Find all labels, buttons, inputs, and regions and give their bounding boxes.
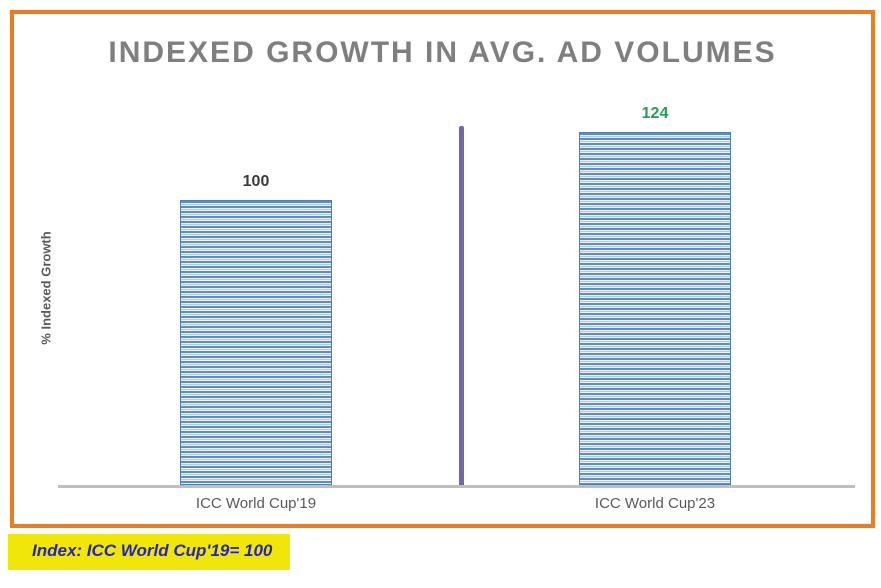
index-note: Index: ICC World Cup'19= 100 <box>8 534 291 570</box>
index-note-text: Index: ICC World Cup'19= 100 <box>32 541 273 560</box>
bar-value-label: 100 <box>242 173 270 190</box>
chart-frame: INDEXED GROWTH IN AVG. AD VOLUMES % Inde… <box>10 10 875 528</box>
bar <box>180 200 332 485</box>
bar-category-label: ICC World Cup'19 <box>195 495 317 512</box>
plot-area: 100 ICC World Cup'19 124 ICC World Cup'23 <box>14 14 871 524</box>
bar-value-label: 124 <box>641 105 669 122</box>
divider-line <box>459 126 464 487</box>
x-axis-line <box>58 485 855 488</box>
chart-title: INDEXED GROWTH IN AVG. AD VOLUMES <box>108 36 777 69</box>
bar <box>579 132 731 485</box>
bar-category-label: ICC World Cup'23 <box>594 495 716 512</box>
